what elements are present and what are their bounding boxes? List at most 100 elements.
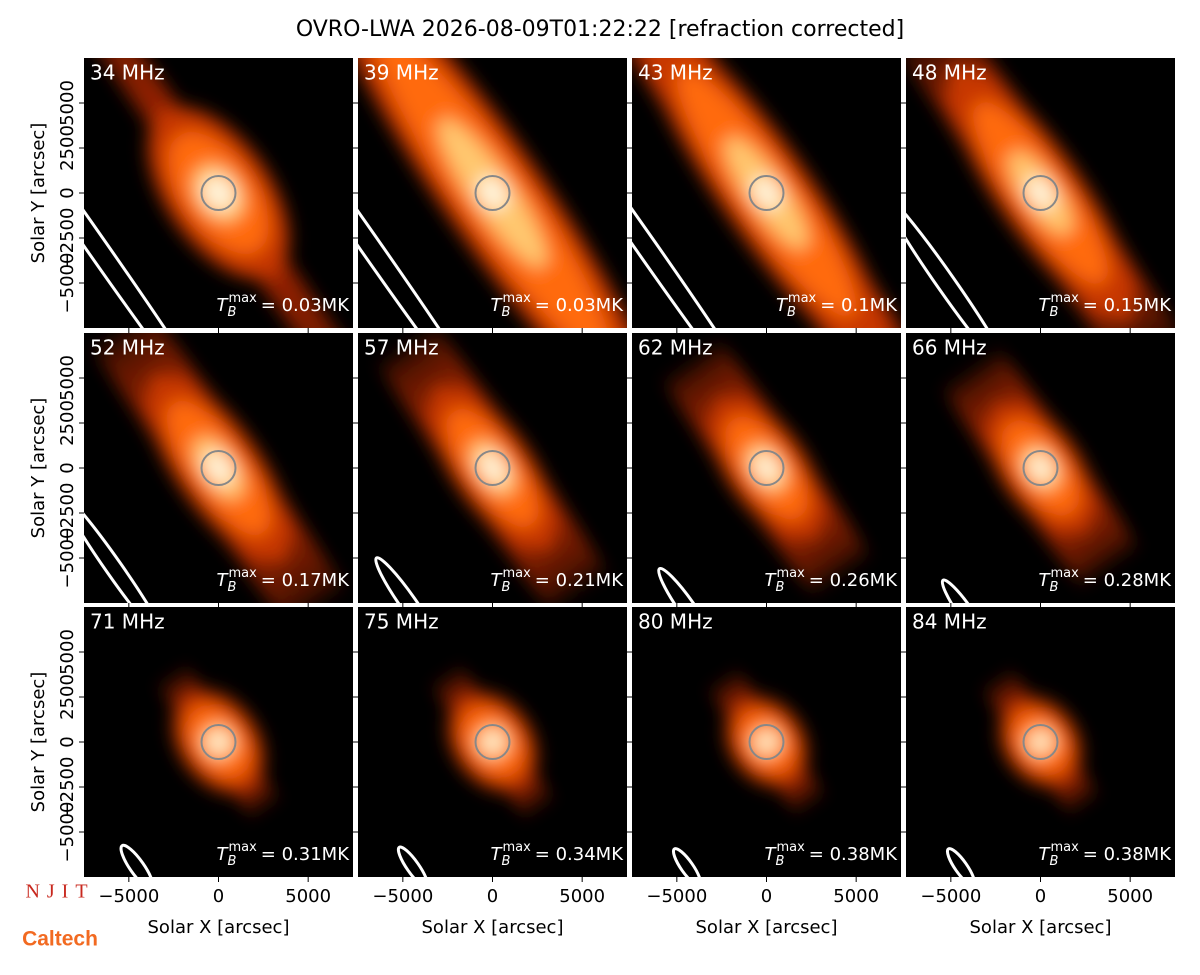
tb-symbol: T <box>217 295 230 316</box>
tb-superscript: max <box>776 840 805 855</box>
beam <box>119 843 155 877</box>
tb-subscript: B <box>228 580 237 595</box>
emission <box>989 675 1092 809</box>
frequency-label: 66 MHz <box>912 336 987 360</box>
emission-peak <box>757 733 776 751</box>
tb-max: TBmax = 0.15MK <box>1039 291 1173 320</box>
tb-subscript: B <box>228 854 237 869</box>
beam <box>906 191 1012 328</box>
y-axis-label: Solar Y [arcsec] <box>28 672 49 813</box>
y-axis-label: Solar Y [arcsec] <box>28 123 49 264</box>
tb-max: TBmax = 0.34MK <box>491 840 625 869</box>
radio-image <box>396 671 547 877</box>
tb-superscript: max <box>788 291 817 306</box>
tb-max: TBmax = 0.21MK <box>491 566 625 595</box>
x-tick-label: −5000 <box>920 886 981 907</box>
y-tick-label: 0 <box>57 187 78 198</box>
radio-image <box>632 58 901 328</box>
tb-text: = 0.15MK <box>1083 295 1172 316</box>
radio-image <box>945 675 1092 877</box>
solar-disk <box>1022 450 1059 486</box>
tb-max: TBmax = 0.38MK <box>765 840 899 869</box>
emission-peak <box>482 732 503 752</box>
emission <box>906 58 1175 328</box>
x-tick-label: −5000 <box>98 886 159 907</box>
tb-text: = 0.28MK <box>1083 570 1172 591</box>
tb-superscript: max <box>228 291 257 306</box>
beam <box>657 566 717 603</box>
tb-text: = 0.03MK <box>535 295 624 316</box>
tb-subscript: B <box>776 580 785 595</box>
radio-image <box>119 671 273 877</box>
frequency-label: 84 MHz <box>912 610 987 634</box>
x-tick-label: 5000 <box>833 886 879 907</box>
emission <box>384 333 601 603</box>
tb-text: = 0.1MK <box>820 295 898 316</box>
tb-symbol: T <box>776 295 789 316</box>
y-tick-label: 0 <box>57 462 78 473</box>
solar-disk <box>200 724 237 760</box>
x-axis-label: Solar X [arcsec] <box>422 917 564 938</box>
tb-subscript: B <box>228 305 237 320</box>
x-axis-label: Solar X [arcsec] <box>148 917 290 938</box>
beam <box>632 58 787 328</box>
radio-image <box>84 333 339 603</box>
y-tick-label: 5000 <box>57 629 78 675</box>
emission-peak <box>479 452 506 484</box>
beam <box>671 847 703 877</box>
y-tick-label: −5000 <box>57 253 78 314</box>
tb-text: = 0.38MK <box>1083 844 1172 865</box>
emission <box>438 671 547 813</box>
tb-max: TBmax = 0.38MK <box>1039 840 1173 869</box>
tb-subscript: B <box>502 854 511 869</box>
tb-text: = 0.21MK <box>535 570 624 591</box>
tb-symbol: T <box>217 844 230 865</box>
solar-disk <box>474 175 511 211</box>
tb-superscript: max <box>1050 840 1079 855</box>
solar-disk <box>1022 724 1059 760</box>
emission-peak <box>1026 176 1055 210</box>
logo-caltech: Caltech <box>22 928 98 951</box>
frequency-label: 48 MHz <box>912 61 987 85</box>
tb-symbol: T <box>765 844 778 865</box>
emission-peak <box>1028 455 1053 481</box>
x-tick-label: 5000 <box>559 886 605 907</box>
frequency-label: 52 MHz <box>90 336 165 360</box>
solar-disk <box>748 175 785 211</box>
emission <box>358 58 627 328</box>
y-tick-label: 0 <box>57 736 78 747</box>
tb-text: = 0.26MK <box>809 570 898 591</box>
frequency-label: 34 MHz <box>90 61 165 85</box>
frequency-label: 57 MHz <box>364 336 439 360</box>
beam <box>358 58 519 328</box>
panel: 66 MHz TBmax = 0.28MK <box>901 333 1175 608</box>
y-tick-label: 5000 <box>57 80 78 126</box>
tb-symbol: T <box>1039 844 1052 865</box>
tb-max: TBmax = 0.31MK <box>217 840 351 869</box>
x-tick-label: −5000 <box>646 886 707 907</box>
x-tick-label: 0 <box>487 886 498 907</box>
tb-max: TBmax = 0.17MK <box>217 566 351 595</box>
tb-subscript: B <box>1050 580 1059 595</box>
solar-disk <box>748 450 785 486</box>
emission-peak <box>208 731 229 753</box>
x-tick-label: 0 <box>1035 886 1046 907</box>
emission-peak <box>477 176 508 210</box>
panel: 84 MHz TBmax = 0.38MK −5000 0 5000 Solar X [ar… <box>901 607 1175 938</box>
emission <box>632 58 901 328</box>
frequency-label: 39 MHz <box>364 61 439 85</box>
radio-image <box>940 354 1132 603</box>
solar-disk <box>200 450 237 486</box>
tb-subscript: B <box>502 305 511 320</box>
emission-peak <box>1031 733 1050 751</box>
y-tick-label: −2500 <box>57 208 78 269</box>
beam <box>374 556 442 603</box>
radio-image <box>374 333 601 603</box>
tb-subscript: B <box>502 580 511 595</box>
panel: 62 MHz TBmax = 0.26MK <box>627 333 901 608</box>
emission <box>715 675 818 809</box>
x-axis-label: Solar X [arcsec] <box>696 917 838 938</box>
